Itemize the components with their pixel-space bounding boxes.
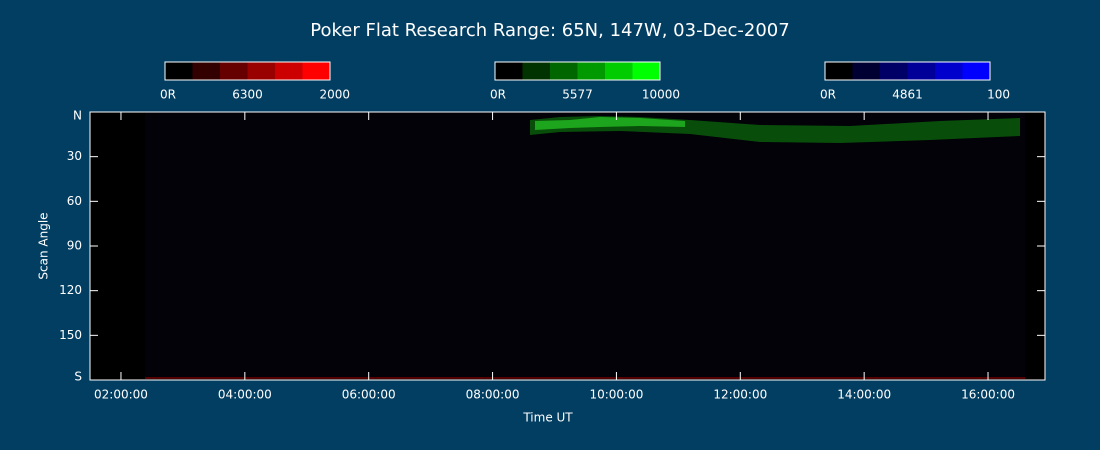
- y-tick-label: 120: [59, 283, 82, 297]
- colorbar-segment: [165, 62, 193, 80]
- x-axis-label: Time UT: [522, 411, 573, 425]
- y-tick-label: 30: [67, 149, 82, 163]
- x-tick-label: 12:00:00: [713, 388, 767, 402]
- colorbar-segment: [275, 62, 303, 80]
- colorbar-segment: [495, 62, 523, 80]
- colorbar-max-label: 10000: [642, 88, 680, 102]
- colorbar-segment: [935, 62, 963, 80]
- y-tick-label: S: [74, 370, 82, 384]
- y-axis-label: Scan Angle: [37, 212, 51, 279]
- colorbar-min-label: 0R: [820, 88, 836, 102]
- x-tick-label: 04:00:00: [218, 388, 272, 402]
- x-tick-label: 14:00:00: [837, 388, 891, 402]
- colorbar-min-label: 0R: [490, 88, 506, 102]
- colorbar-frame: [164, 61, 331, 81]
- colorbar-segment: [907, 62, 935, 80]
- data-region: [145, 112, 1025, 380]
- colorbar-segment: [192, 62, 220, 80]
- colorbar-segment: [632, 62, 660, 80]
- colorbar-segment: [302, 62, 330, 80]
- colorbar-segment: [522, 62, 550, 80]
- y-tick-label: N: [73, 109, 82, 123]
- colorbar-segment: [247, 62, 275, 80]
- colorbar-segment: [962, 62, 990, 80]
- y-tick-label: 150: [59, 328, 82, 342]
- x-tick-label: 16:00:00: [961, 388, 1015, 402]
- colorbar-name: 6300: [232, 88, 263, 102]
- chart-title: Poker Flat Research Range: 65N, 147W, 03…: [310, 20, 789, 41]
- colorbar-min-label: 0R: [160, 88, 176, 102]
- x-tick-label: 10:00:00: [589, 388, 643, 402]
- y-tick-label: 90: [67, 239, 82, 253]
- colorbar-segment: [880, 62, 908, 80]
- aurora-bright: [535, 117, 685, 130]
- y-tick-label: 60: [67, 194, 82, 208]
- colorbar-segment: [550, 62, 578, 80]
- colorbar-frame: [494, 61, 661, 81]
- colorbar-max-label: 100: [987, 88, 1010, 102]
- colorbar-segment: [605, 62, 633, 80]
- colorbar-name: 5577: [562, 88, 593, 102]
- x-tick-label: 02:00:00: [94, 388, 148, 402]
- colorbar-segment: [852, 62, 880, 80]
- colorbar-segment: [577, 62, 605, 80]
- colorbar-segment: [825, 62, 853, 80]
- colorbar-max-label: 2000: [319, 88, 350, 102]
- colorbar-segment: [220, 62, 248, 80]
- colorbar-frame: [824, 61, 991, 81]
- colorbar-name: 4861: [892, 88, 923, 102]
- x-tick-label: 08:00:00: [466, 388, 520, 402]
- x-tick-label: 06:00:00: [342, 388, 396, 402]
